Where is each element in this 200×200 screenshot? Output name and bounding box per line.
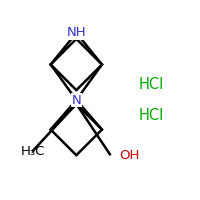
Text: HCl: HCl xyxy=(139,77,164,92)
Text: N: N xyxy=(71,94,81,106)
Text: H₃C: H₃C xyxy=(21,145,45,158)
Text: HCl: HCl xyxy=(139,108,164,123)
Text: OH: OH xyxy=(120,149,140,162)
Text: NH: NH xyxy=(67,26,86,39)
